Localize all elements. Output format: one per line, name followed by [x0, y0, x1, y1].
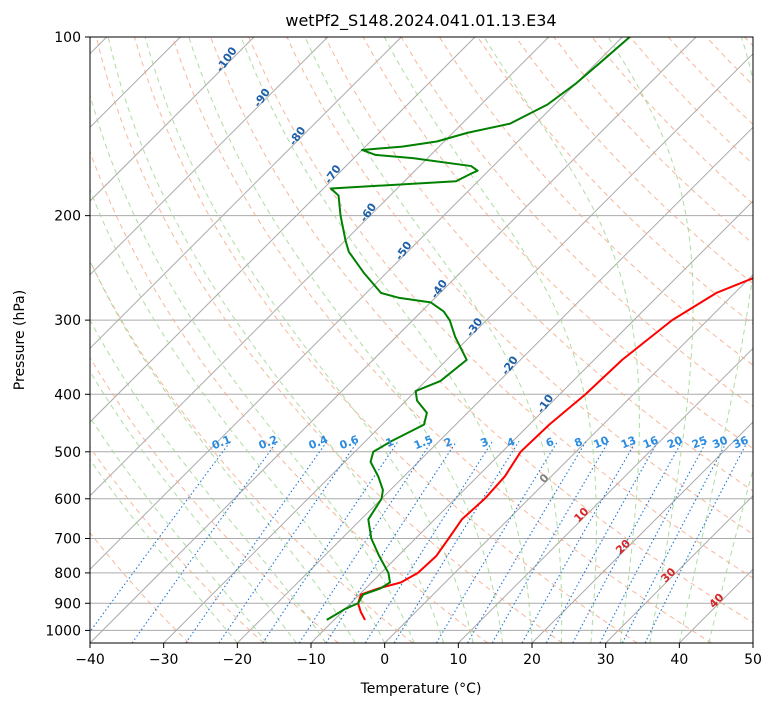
moist-adiabat: [144, 37, 474, 643]
moist-adiabat: [90, 458, 238, 643]
isotherm: [90, 37, 623, 571]
moist-adiabat: [607, 37, 694, 643]
moist-adiabat: [90, 259, 356, 643]
mixing-ratio-line: [521, 440, 637, 643]
y-tick-label: 200: [54, 209, 81, 225]
mixing-ratio-label: 1: [384, 435, 396, 450]
mixing-ratio-label: 36: [731, 434, 750, 452]
mixing-ratio-line: [572, 441, 683, 643]
isotherm: [457, 347, 753, 643]
isotherm: [90, 37, 329, 276]
y-axis: 100 200 300 400 500 600 700 800 900 1000: [45, 30, 90, 639]
moist-adiabat: [483, 37, 640, 643]
y-tick-label: 800: [54, 566, 81, 582]
x-tick-label: −40: [75, 652, 105, 668]
isotherm: [236, 126, 753, 643]
mixing-ratio-label: 16: [641, 434, 660, 452]
dry-adiabat: [90, 446, 264, 643]
dry-adiabat: [90, 356, 339, 643]
mixing-ratio-line: [393, 440, 520, 643]
isotherm: [605, 494, 753, 643]
dry-adiabat: [133, 37, 638, 643]
mixing-ratio-line: [364, 440, 494, 643]
moist-adiabat: [304, 37, 563, 643]
dewpoint-line: [326, 37, 631, 621]
moist-adiabat: [90, 93, 415, 643]
mixing-ratio-label: 13: [619, 434, 638, 452]
dry-adiabat: [95, 37, 563, 643]
moist-adiabat: [240, 37, 533, 643]
dry-adiabat: [400, 37, 753, 408]
isotherm: [752, 642, 753, 643]
mixing-ratio-line: [131, 440, 278, 643]
background-grid: [90, 37, 753, 643]
y-tick-label: 300: [54, 313, 81, 329]
x-tick-label: 40: [670, 652, 688, 668]
y-tick-label: 500: [54, 445, 81, 461]
dry-adiabat: [210, 37, 753, 624]
y-tick-label: 700: [54, 532, 81, 548]
x-tick-label: −20: [223, 652, 253, 668]
isotherm: [163, 52, 753, 643]
x-tick-label: 20: [523, 652, 541, 668]
y-tick-label: 400: [54, 387, 81, 403]
moist-adiabat: [383, 37, 597, 643]
x-tick-label: 50: [744, 652, 762, 668]
mixing-ratio-line: [218, 440, 359, 643]
dry-adiabat: [515, 37, 753, 285]
x-axis-label: Temperature (°C): [360, 681, 482, 697]
x-tick-label: 0: [380, 652, 389, 668]
mixing-ratio-label: 30: [711, 434, 730, 452]
mixing-ratio-label: 3: [478, 435, 490, 450]
x-tick-label: −30: [149, 652, 179, 668]
mixing-ratio-line: [545, 440, 659, 643]
mixing-ratio-line: [90, 440, 232, 633]
isotherm: [90, 37, 476, 423]
dry-adiabat: [90, 150, 488, 643]
mixing-ratio-line: [298, 440, 433, 643]
mixing-ratio-line: [491, 440, 610, 643]
y-tick-label: 600: [54, 492, 81, 508]
y-axis-label: Pressure (hPa): [12, 290, 28, 390]
mixing-ratio-line: [185, 440, 328, 643]
y-tick-label: 900: [54, 596, 81, 612]
mixing-ratio-line: [467, 440, 587, 643]
isotherm: [531, 421, 753, 643]
mixing-ratio-label: 20: [665, 434, 684, 452]
mixing-ratio-label: 25: [690, 434, 709, 452]
dry-adiabat: [90, 532, 190, 643]
isotherm: [90, 37, 255, 202]
temperature-line: [357, 277, 753, 621]
isotherm: [384, 273, 753, 643]
mixing-ratio-line: [325, 440, 457, 643]
x-axis: −40 −30 −20 −10 0 10 20 30 40 50: [75, 643, 762, 668]
isotherm: [90, 37, 697, 643]
y-tick-label: 1000: [45, 623, 81, 639]
chart-title: wetPf2_S148.2024.041.01.13.E34: [285, 11, 556, 31]
mixing-ratio-line: [435, 440, 559, 643]
moist-adiabat: [188, 37, 504, 643]
profile-lines: [326, 37, 753, 621]
mixing-ratio-label: 10: [592, 434, 611, 452]
moist-adiabat: [90, 370, 297, 643]
y-tick-label: 100: [54, 30, 81, 46]
plot-background: [90, 37, 753, 643]
mixing-ratio-line: [262, 440, 399, 643]
moist-adiabat: [90, 188, 386, 643]
isotherm: [90, 37, 402, 350]
dry-adiabat: [172, 37, 713, 643]
plot-frame: [89, 36, 754, 644]
mixing-ratio-label: 2: [442, 435, 454, 450]
dry-adiabat: [248, 37, 753, 579]
moist-adiabat: [107, 37, 445, 643]
x-tick-label: 30: [597, 652, 615, 668]
moist-adiabat: [90, 416, 268, 643]
x-tick-label: −10: [296, 652, 326, 668]
dry-adiabat: [362, 37, 753, 450]
mixing-ratio-label: 8: [572, 435, 584, 450]
x-tick-label: 10: [449, 652, 467, 668]
